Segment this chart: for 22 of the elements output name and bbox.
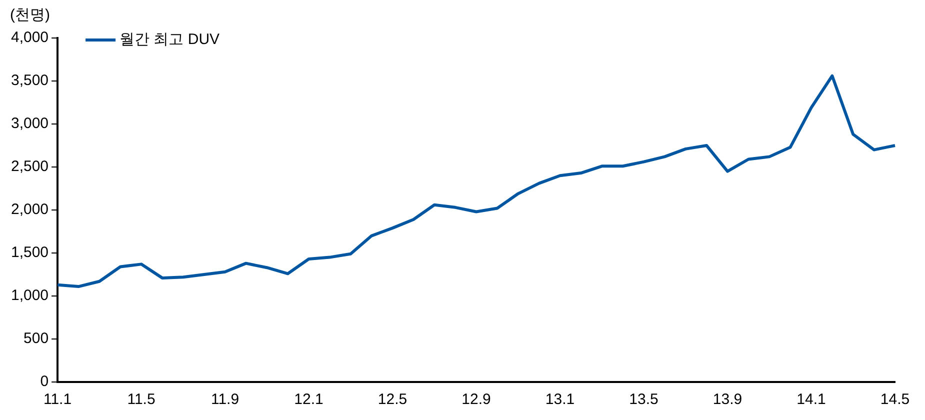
x-tick-label: 13.5 <box>629 391 658 408</box>
x-tick-label: 12.5 <box>378 391 408 408</box>
x-tick-label: 11.1 <box>43 391 72 408</box>
y-tick-label: 1,000 <box>10 287 49 304</box>
x-tick-label: 13.9 <box>712 391 742 408</box>
y-tick-label: 3,500 <box>10 72 49 90</box>
y-tick-label: 500 <box>24 330 49 348</box>
y-tick-label: 3,000 <box>10 115 49 132</box>
x-tick-label: 13.1 <box>545 391 575 408</box>
x-tick-label: 11.9 <box>210 391 240 408</box>
y-tick-label: 2,000 <box>10 201 49 218</box>
y-tick-label: 1,500 <box>10 244 49 262</box>
x-tick-label: 14.5 <box>880 391 910 408</box>
y-axis-title: (천명) <box>10 6 50 24</box>
x-tick-label: 12.1 <box>294 391 324 408</box>
x-tick-label: 14.1 <box>796 391 826 408</box>
legend-label: 월간 최고 DUV <box>120 31 220 48</box>
x-tick-label: 12.9 <box>462 391 491 408</box>
y-tick-label: 2,500 <box>10 158 49 176</box>
x-tick-label: 11.5 <box>127 391 156 408</box>
y-tick-label: 0 <box>40 373 49 390</box>
y-tick-label: 4,000 <box>10 29 49 46</box>
